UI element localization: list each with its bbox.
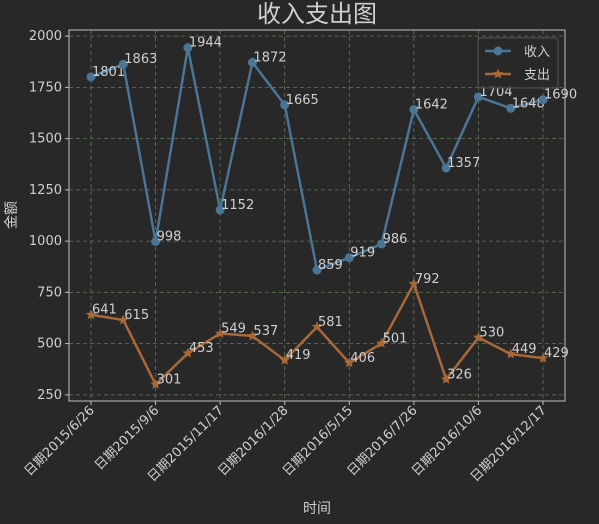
data-label: 1872: [253, 50, 286, 65]
data-point: [150, 378, 161, 389]
data-point: [344, 357, 355, 368]
legend-marker: [493, 46, 503, 56]
data-point: [473, 92, 483, 102]
data-label: 537: [253, 324, 278, 339]
data-label: 530: [479, 325, 504, 340]
data-point: [118, 59, 128, 69]
data-label: 429: [544, 346, 569, 361]
data-label: 919: [350, 246, 375, 261]
data-point: [537, 352, 549, 363]
data-point: [311, 321, 323, 332]
legend-label: 支出: [524, 68, 550, 83]
data-point: [344, 253, 354, 263]
data-point: [247, 57, 257, 67]
data-label: 1690: [544, 88, 577, 103]
data-point: [473, 332, 484, 342]
data-point: [183, 43, 193, 53]
data-label: 1648: [512, 96, 545, 111]
legend-marker: [492, 68, 504, 79]
data-label: 581: [318, 315, 343, 330]
data-label: 1357: [447, 156, 480, 171]
data-point: [118, 314, 129, 325]
series-expense: 641 615 301 453 549 537 419 581 406 501 792 326 530 4…: [85, 272, 569, 389]
data-point: [247, 330, 258, 341]
data-point: [312, 265, 322, 275]
data-label: 1665: [286, 93, 319, 108]
y-tick-label: 1500: [29, 132, 62, 147]
data-point: [409, 105, 419, 115]
data-point: [279, 354, 290, 365]
data-point: [182, 347, 194, 358]
data-label: 453: [189, 341, 214, 356]
data-point: [538, 95, 548, 105]
y-tick-label: 1000: [29, 234, 62, 249]
data-label: 1704: [479, 85, 512, 100]
data-label: 1152: [221, 198, 254, 213]
data-label: 549: [221, 322, 246, 337]
data-point: [440, 373, 452, 384]
data-point: [408, 278, 420, 289]
data-point: [441, 163, 451, 173]
data-point: [214, 328, 226, 338]
data-label: 1944: [189, 36, 222, 51]
legend: 收入支出: [477, 37, 559, 89]
y-tick-label: 1750: [29, 80, 62, 95]
data-label: 641: [92, 303, 117, 318]
data-label: 1863: [124, 52, 157, 67]
data-label: 406: [350, 351, 375, 366]
data-label: 301: [157, 372, 182, 387]
data-label: 792: [415, 272, 440, 287]
legend-label: 收入: [524, 45, 550, 60]
data-point: [151, 237, 161, 247]
data-label: 859: [318, 258, 343, 273]
y-tick-label: 1250: [29, 183, 62, 198]
y-tick-label: 500: [37, 337, 62, 352]
x-tick-label: 日期2015/6/26: [22, 403, 98, 479]
data-point: [85, 309, 97, 320]
data-point: [505, 348, 516, 359]
x-tick-label: 日期2015/9/6: [92, 403, 162, 473]
plot-frame: [68, 29, 566, 402]
series-line: [90, 280, 544, 387]
data-point: [86, 72, 96, 82]
data-point: [377, 239, 387, 249]
data-point: [376, 337, 387, 348]
data-label: 326: [447, 367, 472, 382]
data-label: 998: [157, 230, 182, 245]
data-label: 1642: [415, 98, 448, 113]
data-label: 1801: [92, 65, 125, 80]
data-label: 449: [512, 342, 537, 357]
data-label: 986: [383, 232, 408, 247]
data-point: [215, 205, 225, 215]
y-axis-label: 金额: [4, 201, 20, 229]
data-label: 501: [383, 331, 408, 346]
data-point: [280, 100, 290, 110]
data-label: 615: [124, 308, 149, 323]
chart-title: 收入支出图: [257, 0, 377, 28]
x-axis-label: 时间: [303, 501, 331, 517]
y-tick-label: 250: [37, 388, 62, 403]
y-tick-label: 2000: [29, 29, 62, 44]
data-point: [506, 103, 516, 113]
data-label: 419: [286, 348, 311, 363]
y-tick-label: 750: [37, 285, 62, 300]
